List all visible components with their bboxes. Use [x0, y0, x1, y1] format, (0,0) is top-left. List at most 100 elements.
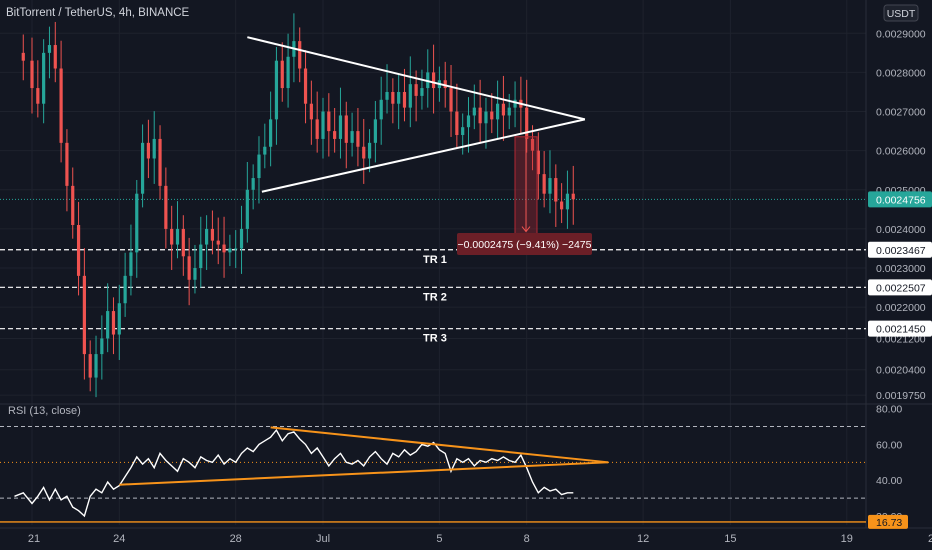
candle-body	[88, 354, 92, 378]
candle-body	[309, 103, 313, 120]
candle-body	[362, 146, 366, 159]
time-tick-label: 5	[436, 533, 442, 545]
candle-body	[286, 56, 290, 89]
candle-body	[263, 146, 267, 155]
candle-body	[82, 275, 86, 355]
target-label-3: TR 3	[423, 333, 447, 345]
candle-body	[490, 111, 494, 120]
candle-body	[111, 311, 116, 335]
symbol-title: BitTorrent / TetherUS, 4h, BINANCE	[6, 7, 190, 19]
price-tick-label: 0.0024000	[876, 224, 926, 236]
candle-body	[251, 178, 255, 190]
time-tick-label: 19	[841, 533, 853, 545]
rsi-value-tag	[868, 514, 908, 529]
candle-body	[47, 45, 52, 53]
candle-body	[496, 103, 500, 120]
grid-layer	[0, 0, 932, 529]
candle-body	[199, 244, 203, 269]
time-tick-label: 15	[724, 533, 736, 545]
rsi-tick-label: 60.00	[876, 439, 902, 451]
candle-body	[455, 111, 459, 136]
candle-body	[414, 84, 418, 96]
time-tick-label: 8	[524, 533, 530, 545]
time-tick-label: 12	[637, 533, 649, 545]
drawings-layer: −0.0002475 (−9.41%) −2475	[247, 36, 592, 255]
candle-body	[507, 107, 511, 116]
candle-body	[175, 228, 180, 245]
candle-body	[129, 252, 133, 276]
candle-body	[379, 99, 383, 120]
rsi-title: RSI (13, close)	[8, 405, 81, 417]
candle-body	[94, 354, 98, 378]
axis-layer: 0.0029000 0.0028000 0.0027000 0.0026000 0.00…	[28, 4, 932, 545]
candle-body	[158, 138, 162, 186]
candle-body	[525, 107, 529, 139]
candle-body	[257, 154, 261, 179]
time-tick-label: 21	[28, 533, 40, 545]
candle-body	[484, 111, 488, 124]
candle-body	[123, 275, 127, 304]
candle-body	[461, 127, 465, 136]
candle-body	[333, 131, 337, 139]
candle-body	[373, 119, 377, 143]
candle-body	[554, 178, 558, 202]
candle-body	[420, 88, 424, 96]
price-tick-label: 0.0029000	[876, 28, 926, 40]
time-tick-label: 24	[113, 533, 125, 545]
triangle-upper-line	[247, 36, 586, 121]
target-price-tag-2	[868, 279, 932, 296]
candle-body	[205, 228, 209, 245]
candle-body	[21, 52, 25, 61]
currency-button	[883, 4, 919, 22]
candle-body	[146, 142, 150, 159]
candle-body	[100, 338, 104, 355]
target-price-tag-1	[868, 241, 932, 258]
candle-body	[53, 45, 57, 69]
candle-body	[117, 303, 121, 335]
candle-body	[170, 228, 174, 245]
candle-body	[338, 115, 343, 139]
text-layer: BitTorrent / TetherUS, 4h, BINANCE RSI (…	[6, 7, 190, 417]
candle-body	[42, 52, 46, 104]
candle-body	[466, 115, 471, 128]
rsi-value-label: 16.73	[876, 517, 902, 529]
candle-body	[356, 131, 360, 147]
candle-body	[536, 150, 540, 175]
candle-body	[59, 68, 63, 143]
time-tick-label: 28	[230, 533, 242, 545]
currency-button-label: USDT	[887, 8, 916, 20]
candle-body	[181, 228, 185, 257]
candle-body	[210, 228, 215, 241]
rsi-tick-label: 40.00	[876, 475, 902, 487]
price-tick-label: 0.0028000	[876, 67, 926, 79]
candle-body	[269, 119, 273, 147]
current-price-label: 0.0024756	[876, 194, 926, 206]
candle-body	[303, 68, 308, 104]
candle-body	[449, 88, 453, 112]
candle-body	[391, 91, 395, 104]
candle-body	[530, 138, 535, 151]
candle-body	[274, 60, 279, 120]
target-levels-layer: TR 1 TR 2 TR 3	[0, 198, 866, 345]
candle-body	[408, 84, 412, 108]
candle-body	[298, 41, 302, 69]
price-tick-label: 0.0020400	[876, 365, 926, 377]
candle-body	[76, 224, 81, 276]
candle-body	[36, 88, 40, 104]
current-price-tag	[868, 191, 932, 208]
target-label-2: TR 2	[423, 291, 447, 303]
rsi-triangle-upper	[270, 426, 609, 464]
time-tick-label: 22	[928, 533, 932, 545]
price-tick-label: 0.0022000	[876, 302, 926, 314]
candle-body	[478, 107, 482, 124]
candle-body	[65, 142, 69, 186]
candle-body	[397, 91, 401, 104]
candle-body	[106, 311, 110, 339]
measurement-arrow-head	[521, 226, 531, 233]
candle-body	[548, 178, 552, 194]
candle-body	[71, 185, 75, 225]
measurement-label-bg	[457, 233, 592, 255]
candle-body	[193, 268, 197, 280]
